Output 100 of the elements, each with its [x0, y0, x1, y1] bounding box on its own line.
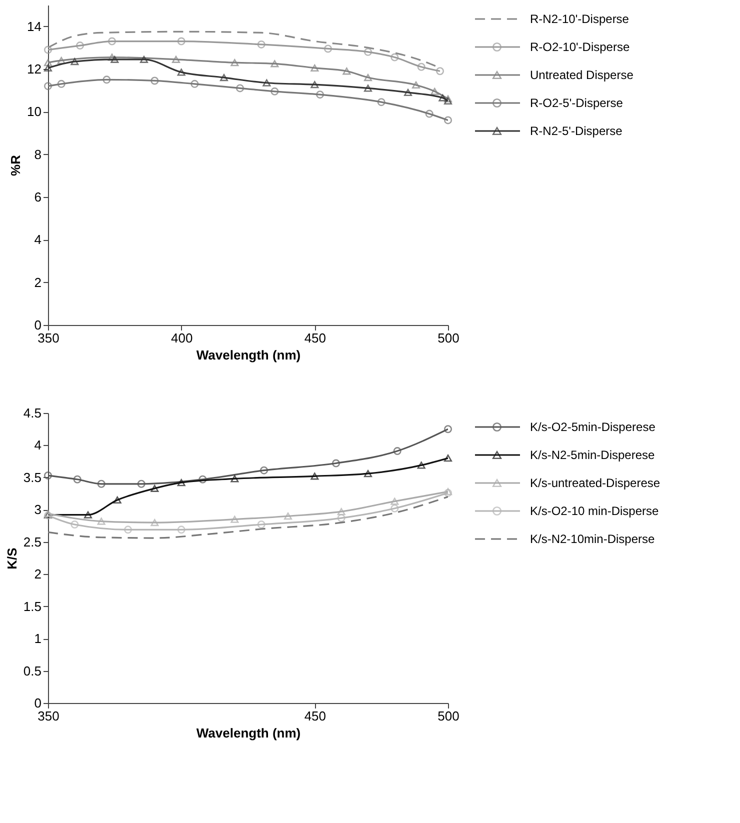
- x-tick-label: 400: [170, 330, 193, 346]
- legend-label: K/s-untreated-Disperese: [530, 476, 660, 490]
- point: [198, 475, 207, 484]
- point: [108, 37, 116, 46]
- x-tick-label: 350: [38, 330, 60, 346]
- point: [73, 475, 82, 484]
- point: [260, 466, 268, 474]
- y-tick-label: 14: [27, 18, 42, 34]
- point: [364, 74, 372, 82]
- point: [177, 479, 186, 486]
- point: [390, 504, 399, 512]
- point: [390, 53, 399, 62]
- legend-label: R-N2-10'-Disperse: [530, 12, 630, 26]
- y-tick-label: 12: [27, 62, 42, 76]
- point: [150, 76, 159, 85]
- point: [150, 519, 159, 526]
- point: [113, 496, 122, 504]
- point: [102, 76, 111, 84]
- y-tick-label: 3: [34, 502, 42, 518]
- point: [230, 516, 239, 523]
- point: [177, 68, 186, 76]
- point: [177, 37, 186, 46]
- point: [76, 42, 84, 50]
- point: [444, 97, 452, 105]
- point: [284, 512, 292, 520]
- y-tick-label: 4: [34, 232, 42, 248]
- point: [342, 68, 351, 75]
- point: [377, 98, 386, 106]
- point: [364, 84, 372, 92]
- y-tick-label: 1.5: [23, 598, 42, 614]
- y-tick-label: 2.5: [23, 534, 42, 550]
- point: [310, 472, 319, 480]
- point: [430, 88, 439, 95]
- point: [310, 81, 319, 88]
- point: [110, 56, 119, 63]
- point: [97, 480, 106, 488]
- y-tick-label: 0: [34, 318, 42, 332]
- point: [270, 87, 279, 96]
- point: [70, 58, 79, 66]
- point: [393, 447, 402, 456]
- point: [444, 425, 452, 434]
- point: [390, 498, 399, 505]
- point: [444, 454, 452, 462]
- legend-label: R-N2-5'-Disperse: [530, 124, 623, 138]
- y-tick-label: 4.5: [23, 406, 42, 420]
- point: [230, 59, 239, 66]
- point: [316, 90, 324, 99]
- point: [220, 74, 228, 82]
- point: [324, 44, 332, 53]
- legend-label: R-O2-10'-Disperse: [530, 40, 630, 54]
- point: [84, 511, 92, 518]
- legend-label: K/s-N2-10min-Disperse: [530, 532, 656, 546]
- point: [262, 79, 271, 86]
- point: [417, 62, 426, 71]
- point: [70, 520, 79, 528]
- point: [438, 94, 447, 102]
- y-tick-label: 0: [34, 696, 42, 710]
- point: [270, 60, 279, 68]
- x-tick-label: 500: [438, 330, 460, 346]
- point: [337, 514, 346, 522]
- legend-label: R-O2-5'-Disperse: [530, 96, 624, 110]
- point: [44, 82, 52, 90]
- point: [140, 56, 148, 63]
- x-axis-title: Wavelength (nm): [196, 726, 301, 740]
- point: [172, 56, 180, 63]
- point: [124, 526, 132, 534]
- point: [44, 59, 52, 66]
- point: [230, 475, 239, 482]
- point: [190, 80, 199, 88]
- point: [44, 46, 52, 54]
- point: [108, 54, 116, 61]
- x-tick-label: 450: [304, 708, 326, 724]
- point: [364, 48, 372, 56]
- point: [425, 110, 434, 118]
- point: [436, 67, 444, 76]
- point: [412, 81, 420, 89]
- x-tick-label: 350: [38, 708, 60, 724]
- point: [137, 480, 146, 488]
- y-tick-label: 0.5: [23, 663, 42, 678]
- point: [257, 40, 266, 48]
- point: [236, 84, 244, 92]
- y-tick-label: 2: [34, 274, 42, 290]
- point: [257, 520, 266, 528]
- legend-label: K/s-O2-10 min-Disperse: [530, 504, 660, 518]
- point: [364, 470, 372, 478]
- point: [337, 508, 346, 516]
- y-tick-label: 10: [27, 104, 42, 120]
- y-tick-label: 1: [34, 631, 42, 646]
- point: [150, 484, 159, 492]
- y-axis-title: K/S: [4, 547, 20, 570]
- point: [57, 56, 66, 64]
- point: [57, 80, 66, 88]
- point: [177, 526, 186, 534]
- y-tick-label: 6: [34, 190, 42, 204]
- legend-label: K/s-O2-5min-Disperese: [530, 420, 656, 434]
- y-tick-label: 2: [34, 566, 42, 582]
- point: [404, 88, 412, 96]
- point: [417, 462, 426, 469]
- point: [44, 472, 52, 480]
- x-tick-label: 450: [304, 330, 326, 346]
